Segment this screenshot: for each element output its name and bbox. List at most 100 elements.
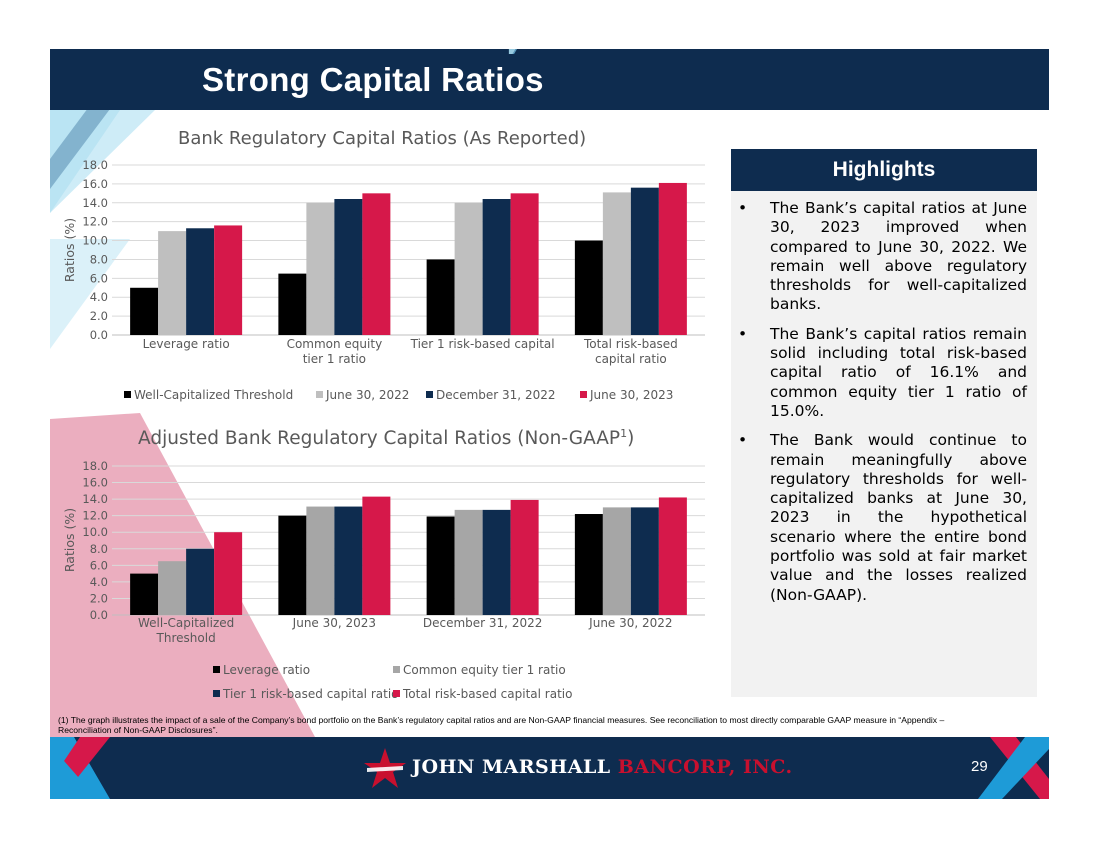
bar bbox=[630, 507, 659, 615]
chart-2-title: Adjusted Bank Regulatory Capital Ratios … bbox=[138, 427, 634, 449]
bar bbox=[454, 509, 483, 615]
bar bbox=[214, 225, 243, 335]
legend-item: December 31, 2022 bbox=[426, 388, 555, 402]
bar bbox=[510, 499, 539, 615]
highlight-item: • The Bank’s capital ratios remain solid … bbox=[731, 325, 1027, 421]
y-tick-label: 16.0 bbox=[82, 177, 108, 191]
y-tick-label: 12.0 bbox=[82, 509, 108, 523]
bar bbox=[306, 202, 335, 335]
x-category-label: Threshold bbox=[156, 631, 216, 645]
legend-item: Common equity tier 1 ratio bbox=[393, 663, 566, 677]
title-bar-accent bbox=[508, 49, 518, 54]
y-axis-label: Ratios (%) bbox=[62, 218, 77, 282]
legend-swatch bbox=[124, 391, 131, 398]
x-category-label: Common equity bbox=[287, 337, 383, 351]
y-tick-label: 8.0 bbox=[90, 542, 108, 556]
bar bbox=[278, 273, 307, 335]
title-bar bbox=[50, 49, 1049, 110]
page-number: 29 bbox=[971, 758, 988, 775]
chart-1-legend: Well-Capitalized Threshold June 30, 2022 D… bbox=[50, 388, 730, 406]
bar bbox=[482, 509, 511, 615]
y-axis-label: Ratios (%) bbox=[62, 508, 77, 572]
bar bbox=[602, 507, 631, 615]
highlight-text: The Bank’s capital ratios remain solid i… bbox=[770, 324, 1027, 420]
legend-label: Leverage ratio bbox=[223, 663, 311, 677]
company-logo: JOHN MARSHALL BANCORP, INC. bbox=[363, 746, 792, 790]
x-category-label: Well-Capitalized bbox=[138, 616, 234, 630]
bar bbox=[214, 532, 243, 615]
chart-1-plot: 0.0 2.0 4.0 6.0 8.0 10.0 12.0 14.0 16.0 18.0 Ratio… bbox=[62, 158, 705, 366]
legend-label: Well-Capitalized Threshold bbox=[134, 388, 294, 402]
chart-2-legend: Leverage ratio Common equity tier 1 ratio… bbox=[50, 663, 730, 707]
legend-item: June 30, 2022 bbox=[316, 388, 409, 402]
y-tick-label: 10.0 bbox=[82, 525, 108, 539]
legend-swatch bbox=[213, 666, 220, 673]
bullet-icon: • bbox=[738, 199, 748, 217]
legend-item: Leverage ratio bbox=[213, 663, 310, 677]
bar bbox=[426, 259, 455, 335]
legend-label: Tier 1 risk-based capital ratio bbox=[223, 687, 399, 701]
title-accent-shape-2 bbox=[512, 49, 518, 54]
legend-item: Well-Capitalized Threshold bbox=[124, 388, 293, 402]
y-tick-label: 18.0 bbox=[82, 158, 108, 172]
y-tick-label: 10.0 bbox=[82, 234, 108, 248]
y-tick-label: 0.0 bbox=[90, 608, 108, 622]
bar bbox=[362, 496, 391, 615]
x-category-label: December 31, 2022 bbox=[423, 616, 542, 630]
bar bbox=[454, 202, 483, 335]
footer-x-left-red bbox=[64, 737, 110, 777]
x-category-label: tier 1 ratio bbox=[303, 352, 366, 366]
footer-decoration bbox=[50, 737, 1049, 799]
x-category-label: capital ratio bbox=[595, 352, 667, 366]
legend-label: Common equity tier 1 ratio bbox=[403, 663, 566, 677]
legend-label: December 31, 2022 bbox=[436, 388, 556, 402]
y-tick-label: 6.0 bbox=[90, 271, 108, 285]
logo-name-part1: JOHN MARSHALL bbox=[412, 756, 611, 778]
chart-1-title-text: Bank Regulatory Capital Ratios (As Repor… bbox=[178, 128, 587, 149]
x-category-label: Total risk-based bbox=[583, 337, 678, 351]
x-category-label: June 30, 2022 bbox=[588, 616, 672, 630]
logo-text: JOHN MARSHALL BANCORP, INC. bbox=[412, 756, 793, 778]
title-accent-shape bbox=[508, 49, 516, 54]
legend-item: Tier 1 risk-based capital ratio bbox=[213, 687, 399, 701]
x-category-label: Tier 1 risk-based capital bbox=[410, 337, 555, 351]
highlight-text: The Bank’s capital ratios at June 30, 20… bbox=[770, 199, 1027, 314]
y-tick-label: 12.0 bbox=[82, 215, 108, 229]
y-tick-label: 0.0 bbox=[90, 328, 108, 342]
x-category-label: June 30, 2023 bbox=[292, 616, 376, 630]
chart-2-title-sup: 1 bbox=[620, 427, 628, 440]
slide: Strong Capital Ratios Bank Regulatory Ca… bbox=[50, 49, 1049, 799]
legend-swatch bbox=[580, 391, 587, 398]
bar bbox=[334, 199, 363, 335]
chart-1-title: Bank Regulatory Capital Ratios (As Repor… bbox=[178, 128, 586, 149]
footnote: (1) The graph illustrates the impact of … bbox=[58, 715, 945, 735]
bar bbox=[426, 516, 455, 615]
bar bbox=[574, 240, 603, 335]
logo-name-part2: BANCORP, INC. bbox=[617, 756, 793, 778]
y-tick-label: 4.0 bbox=[90, 575, 108, 589]
legend-swatch bbox=[393, 690, 400, 697]
bar bbox=[602, 192, 631, 335]
legend-swatch bbox=[393, 666, 400, 673]
footer-x-right-blue bbox=[978, 737, 1049, 799]
y-tick-label: 8.0 bbox=[90, 252, 108, 266]
light-blue-stripe bbox=[50, 110, 120, 349]
chart-2-title-text: Adjusted Bank Regulatory Capital Ratios … bbox=[138, 428, 621, 450]
bar bbox=[574, 514, 603, 615]
highlight-text: The Bank would continue to remain meanin… bbox=[770, 431, 1027, 604]
bar bbox=[362, 193, 391, 335]
chart-2-title-end: ) bbox=[627, 428, 635, 450]
footer-x-left-blue-2 bbox=[50, 761, 78, 799]
legend-item: June 30, 2023 bbox=[580, 388, 673, 402]
y-tick-label: 4.0 bbox=[90, 290, 108, 304]
y-tick-label: 18.0 bbox=[82, 459, 108, 473]
y-tick-label: 6.0 bbox=[90, 558, 108, 572]
bar bbox=[130, 287, 159, 335]
bar bbox=[510, 193, 539, 335]
star-logo-icon bbox=[364, 748, 406, 788]
highlight-item: • The Bank’s capital ratios at June 30, 2… bbox=[731, 199, 1027, 315]
bar bbox=[334, 506, 363, 615]
bar bbox=[130, 573, 159, 615]
bar bbox=[158, 231, 187, 335]
bullet-icon: • bbox=[738, 324, 748, 343]
